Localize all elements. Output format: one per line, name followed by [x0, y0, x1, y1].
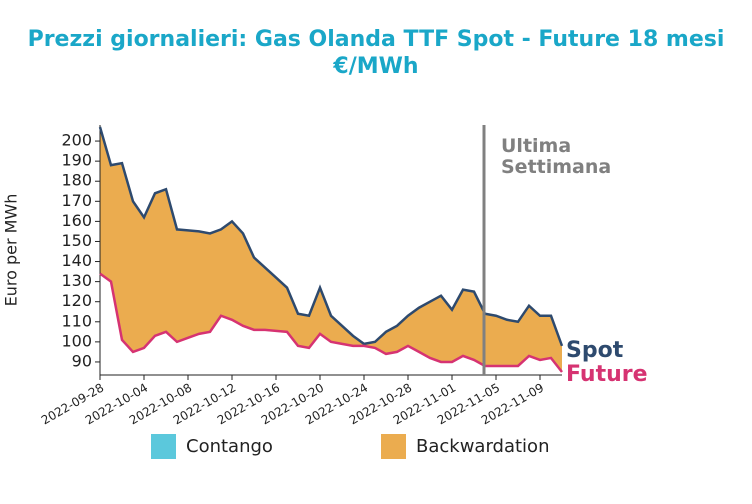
y-tick-label: 170: [61, 191, 92, 210]
y-tick-label: 200: [61, 131, 92, 150]
y-tick-label: 120: [61, 291, 92, 310]
y-tick-label: 140: [61, 251, 92, 270]
y-tick-label: 190: [61, 151, 92, 170]
y-tick-label: 160: [61, 211, 92, 230]
y-tick-label: 110: [61, 311, 92, 330]
y-tick-label: 180: [61, 171, 92, 190]
y-tick-label: 100: [61, 331, 92, 350]
annotation: Ultima Settimana: [501, 135, 611, 178]
chart-title: Prezzi giornalieri: Gas Olanda TTF Spot …: [28, 27, 725, 52]
chart-subtitle: €/MWh: [332, 54, 418, 79]
y-tick-label: 130: [61, 271, 92, 290]
legend-swatch: [381, 434, 406, 459]
annotation-line-text: Ultima: [501, 135, 571, 157]
series-end-label: Spot: [566, 338, 624, 363]
legend-swatch: [151, 434, 176, 459]
y-tick-label: 150: [61, 231, 92, 250]
y-tick-label: 90: [72, 351, 92, 370]
backwardation-area: [100, 127, 562, 372]
series-end-label: Future: [566, 362, 648, 387]
legend-label: Contango: [186, 436, 273, 457]
legend-label: Backwardation: [416, 436, 549, 457]
annotation-line-text: Settimana: [501, 156, 611, 178]
y-axis-label: Euro per MWh: [2, 194, 21, 307]
